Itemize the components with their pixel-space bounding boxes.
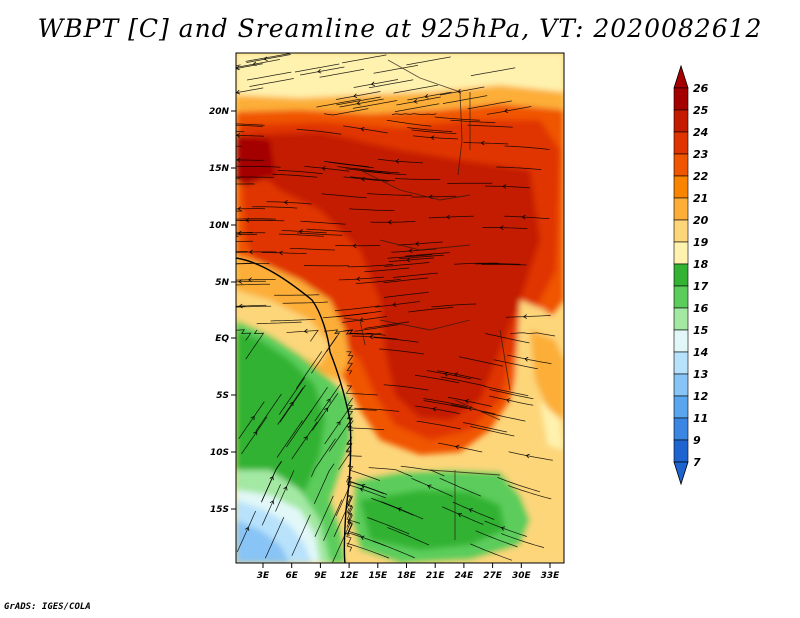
- colorbar-label: 18: [693, 258, 709, 271]
- colorbar-label: 12: [693, 390, 709, 403]
- colorbar-swatch: [673, 373, 689, 397]
- lon-label: 9E: [314, 571, 327, 581]
- lat-label: 5S: [216, 391, 229, 401]
- colorbar-label: 19: [693, 236, 709, 249]
- lat-label: 10N: [209, 221, 230, 231]
- lon-label: 27E: [483, 571, 503, 581]
- map-frame: [235, 52, 565, 564]
- lon-label: 30E: [512, 571, 532, 581]
- colorbar-swatch: [673, 175, 689, 199]
- colorbar-swatch: [673, 285, 689, 309]
- colorbar: 26 25 24 23 22 21 20 19 18 17 16 15 14 13 12 11 9 7: [673, 64, 709, 486]
- colorbar-swatch: [673, 395, 689, 419]
- lat-label: 15N: [209, 164, 230, 174]
- colorbar-swatch: [673, 439, 689, 463]
- axis-ticks: 20N 15N 10N 5N EQ 5S 10S 15S 3E 6E 9E 12E 15E 18E 21E 2…: [209, 107, 560, 581]
- lon-label: 3E: [257, 571, 270, 581]
- lat-label: 15S: [210, 505, 229, 515]
- colorbar-label: 26: [693, 82, 709, 95]
- boundaries: [236, 59, 511, 563]
- colorbar-swatch: [673, 109, 689, 133]
- wbpt-field: [236, 53, 564, 563]
- lon-label: 24E: [455, 571, 475, 581]
- lon-label: 15E: [368, 571, 388, 581]
- colorbar-label: 13: [693, 368, 709, 381]
- colorbar-label: 15: [693, 324, 709, 337]
- colorbar-label: 16: [693, 302, 709, 315]
- colorbar-swatch: [673, 307, 689, 331]
- colorbar-swatch: [673, 153, 689, 177]
- lon-label: 12E: [340, 571, 360, 581]
- colorbar-swatch: [673, 197, 689, 221]
- colorbar-label: 21: [693, 192, 708, 205]
- colorbar-top-arrow: [673, 64, 689, 89]
- chart-title: WBPT [C] and Sreamline at 925hPa, VT: 20…: [37, 14, 763, 43]
- colorbar-swatch: [673, 241, 689, 265]
- lon-label: 21E: [426, 571, 446, 581]
- lon-label: 18E: [397, 571, 417, 581]
- lon-label: 6E: [285, 571, 298, 581]
- colorbar-swatch: [673, 219, 689, 243]
- colorbar-label: 17: [693, 280, 709, 293]
- country-borders: [343, 59, 511, 540]
- colorbar-label: 25: [693, 104, 709, 117]
- lat-label: 5N: [215, 278, 229, 288]
- lat-label: EQ: [215, 334, 229, 344]
- colorbar-bottom-arrow: [673, 461, 689, 486]
- colorbar-label: 14: [693, 346, 708, 359]
- grads-credit: GrADS: IGES/COLA: [4, 602, 91, 612]
- colorbar-label: 24: [693, 126, 708, 139]
- colorbar-label: 7: [693, 456, 701, 469]
- colorbar-swatch: [673, 131, 689, 155]
- colorbar-label: 22: [693, 170, 709, 183]
- colorbar-swatch: [673, 329, 689, 353]
- colorbar-swatch: [673, 417, 689, 441]
- colorbar-label: 20: [693, 214, 709, 227]
- colorbar-label: 23: [693, 148, 709, 161]
- lat-label: 10S: [210, 448, 229, 458]
- colorbar-swatch: [673, 87, 689, 111]
- colorbar-swatch: [673, 351, 689, 375]
- colorbar-label: 11: [693, 412, 708, 425]
- colorbar-label: 9: [693, 434, 701, 447]
- coastline: [236, 257, 352, 563]
- lat-label: 20N: [209, 107, 230, 117]
- streamlines: [236, 53, 556, 563]
- colorbar-swatch: [673, 263, 689, 287]
- lon-label: 33E: [541, 571, 561, 581]
